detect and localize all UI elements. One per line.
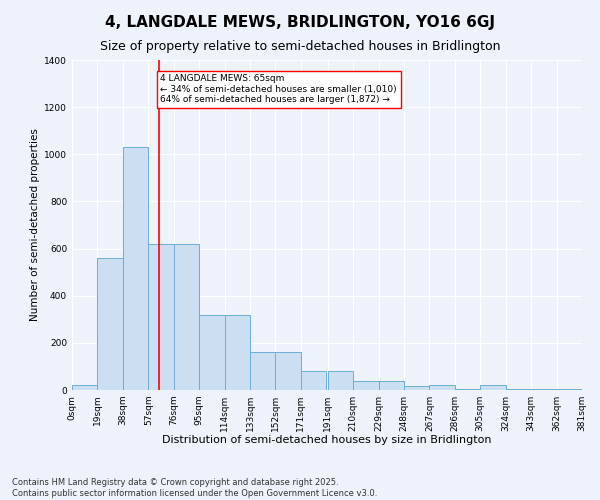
Bar	[328, 371, 353, 390]
Bar	[148, 244, 174, 390]
Bar	[379, 380, 404, 390]
Bar	[557, 389, 582, 390]
Bar	[301, 371, 326, 390]
Text: Size of property relative to semi-detached houses in Bridlington: Size of property relative to semi-detach…	[100, 40, 500, 53]
Bar	[275, 352, 301, 390]
X-axis label: Distribution of semi-detached houses by size in Bridlington: Distribution of semi-detached houses by …	[162, 436, 492, 446]
Bar	[174, 244, 199, 390]
Text: Contains HM Land Registry data © Crown copyright and database right 2025.
Contai: Contains HM Land Registry data © Crown c…	[12, 478, 377, 498]
Y-axis label: Number of semi-detached properties: Number of semi-detached properties	[30, 128, 40, 322]
Bar	[97, 258, 123, 390]
Bar	[531, 389, 557, 390]
Bar	[123, 147, 148, 390]
Bar	[224, 314, 250, 390]
Bar	[506, 389, 531, 390]
Bar	[353, 380, 379, 390]
Bar	[199, 314, 224, 390]
Text: 4 LANGDALE MEWS: 65sqm
← 34% of semi-detached houses are smaller (1,010)
64% of : 4 LANGDALE MEWS: 65sqm ← 34% of semi-det…	[160, 74, 397, 104]
Bar	[480, 386, 506, 390]
Bar	[404, 386, 430, 390]
Bar	[455, 389, 480, 390]
Bar	[430, 386, 455, 390]
Bar	[72, 386, 97, 390]
Bar	[250, 352, 275, 390]
Text: 4, LANGDALE MEWS, BRIDLINGTON, YO16 6GJ: 4, LANGDALE MEWS, BRIDLINGTON, YO16 6GJ	[105, 15, 495, 30]
